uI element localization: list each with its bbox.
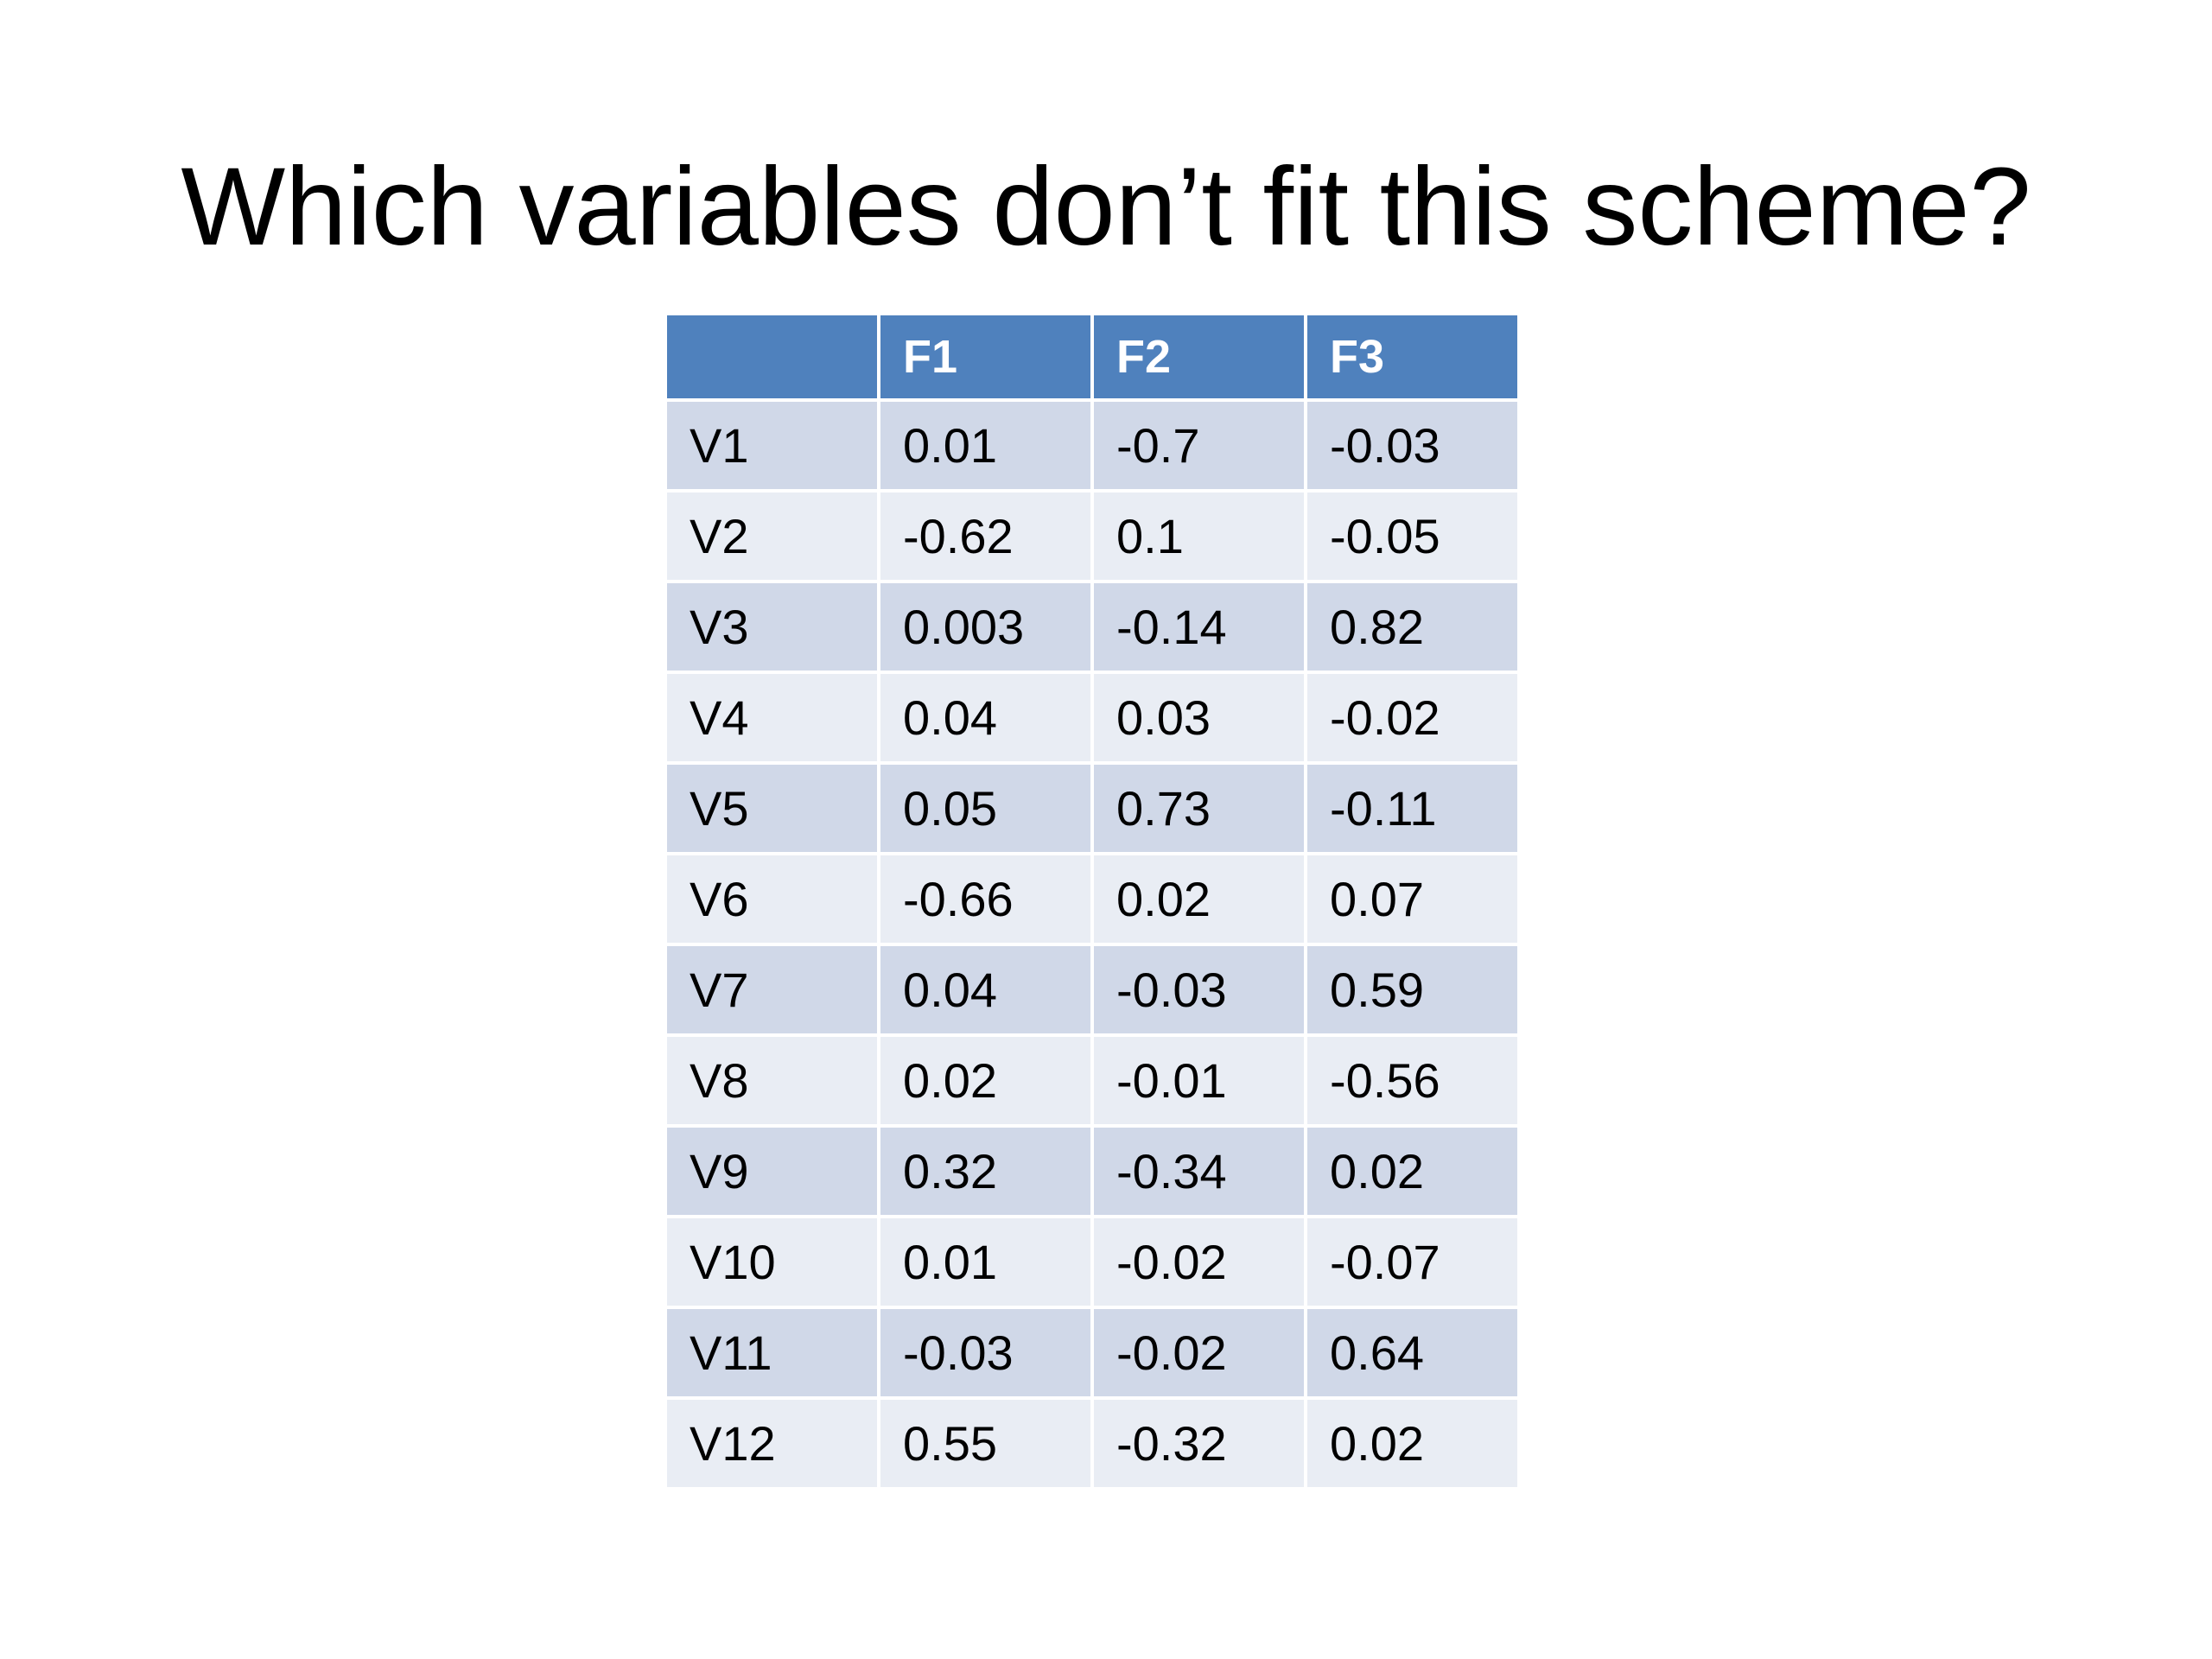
table-row: V11 -0.03 -0.02 0.64 — [667, 1309, 1517, 1396]
cell-f2: 0.1 — [1094, 493, 1304, 580]
table-row: V4 0.04 0.03 -0.02 — [667, 674, 1517, 761]
cell-f2: -0.02 — [1094, 1218, 1304, 1306]
cell-variable: V8 — [667, 1037, 877, 1124]
cell-f3: -0.03 — [1307, 402, 1517, 489]
cell-variable: V2 — [667, 493, 877, 580]
cell-f2: -0.01 — [1094, 1037, 1304, 1124]
table-header-row: F1 F2 F3 — [667, 315, 1517, 398]
cell-f3: -0.07 — [1307, 1218, 1517, 1306]
cell-f1: 0.04 — [880, 674, 1090, 761]
table-row: V2 -0.62 0.1 -0.05 — [667, 493, 1517, 580]
cell-f3: -0.56 — [1307, 1037, 1517, 1124]
table-row: V5 0.05 0.73 -0.11 — [667, 765, 1517, 852]
cell-f1: 0.003 — [880, 583, 1090, 671]
cell-f3: -0.11 — [1307, 765, 1517, 852]
cell-variable: V10 — [667, 1218, 877, 1306]
cell-f3: -0.02 — [1307, 674, 1517, 761]
cell-variable: V1 — [667, 402, 877, 489]
cell-f2: 0.02 — [1094, 855, 1304, 943]
cell-f1: -0.03 — [880, 1309, 1090, 1396]
cell-variable: V5 — [667, 765, 877, 852]
cell-f2: 0.73 — [1094, 765, 1304, 852]
cell-f3: 0.82 — [1307, 583, 1517, 671]
cell-f3: 0.07 — [1307, 855, 1517, 943]
header-cell-f3: F3 — [1307, 315, 1517, 398]
cell-variable: V11 — [667, 1309, 877, 1396]
cell-variable: V9 — [667, 1128, 877, 1215]
header-cell-f1: F1 — [880, 315, 1090, 398]
table-row: V6 -0.66 0.02 0.07 — [667, 855, 1517, 943]
table-row: V7 0.04 -0.03 0.59 — [667, 946, 1517, 1033]
cell-f1: 0.55 — [880, 1400, 1090, 1487]
cell-variable: V7 — [667, 946, 877, 1033]
cell-f2: -0.03 — [1094, 946, 1304, 1033]
cell-f3: 0.02 — [1307, 1128, 1517, 1215]
cell-f2: -0.02 — [1094, 1309, 1304, 1396]
table-row: V3 0.003 -0.14 0.82 — [667, 583, 1517, 671]
cell-f1: 0.04 — [880, 946, 1090, 1033]
header-cell-corner — [667, 315, 877, 398]
cell-f3: 0.02 — [1307, 1400, 1517, 1487]
cell-variable: V12 — [667, 1400, 877, 1487]
cell-f1: 0.01 — [880, 1218, 1090, 1306]
cell-f2: -0.32 — [1094, 1400, 1304, 1487]
cell-f2: 0.03 — [1094, 674, 1304, 761]
cell-variable: V4 — [667, 674, 877, 761]
cell-f1: 0.02 — [880, 1037, 1090, 1124]
cell-f2: -0.14 — [1094, 583, 1304, 671]
cell-f1: 0.32 — [880, 1128, 1090, 1215]
cell-variable: V6 — [667, 855, 877, 943]
cell-variable: V3 — [667, 583, 877, 671]
cell-f3: 0.59 — [1307, 946, 1517, 1033]
cell-f3: -0.05 — [1307, 493, 1517, 580]
factor-loadings-table: F1 F2 F3 V1 0.01 -0.7 -0.03 V2 -0.62 0.1 -0.05 V… — [664, 312, 1521, 1491]
table-row: V10 0.01 -0.02 -0.07 — [667, 1218, 1517, 1306]
cell-f3: 0.64 — [1307, 1309, 1517, 1396]
table-body: V1 0.01 -0.7 -0.03 V2 -0.62 0.1 -0.05 V3 0.003 -0.… — [667, 402, 1517, 1487]
table-row: V12 0.55 -0.32 0.02 — [667, 1400, 1517, 1487]
cell-f1: 0.05 — [880, 765, 1090, 852]
table-row: V1 0.01 -0.7 -0.03 — [667, 402, 1517, 489]
table-row: V8 0.02 -0.01 -0.56 — [667, 1037, 1517, 1124]
table-row: V9 0.32 -0.34 0.02 — [667, 1128, 1517, 1215]
loadings-table-container: F1 F2 F3 V1 0.01 -0.7 -0.03 V2 -0.62 0.1 -0.05 V… — [667, 315, 1517, 1487]
slide-title: Which variables don’t fit this scheme? — [181, 145, 2031, 269]
cell-f1: -0.66 — [880, 855, 1090, 943]
header-cell-f2: F2 — [1094, 315, 1304, 398]
cell-f2: -0.7 — [1094, 402, 1304, 489]
cell-f2: -0.34 — [1094, 1128, 1304, 1215]
cell-f1: -0.62 — [880, 493, 1090, 580]
cell-f1: 0.01 — [880, 402, 1090, 489]
